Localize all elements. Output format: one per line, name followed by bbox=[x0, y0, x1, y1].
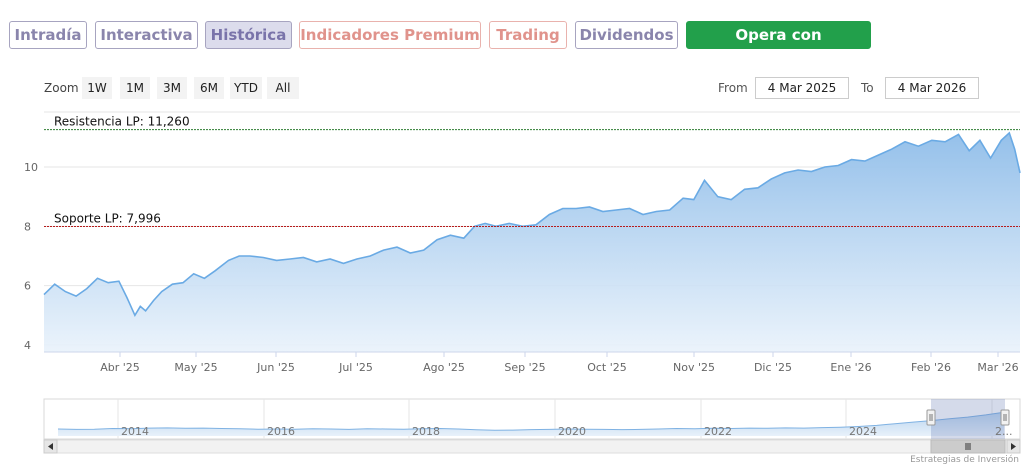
navigator[interactable]: 2014 2016 2018 2020 2022 2024 2... bbox=[43, 398, 1021, 440]
tab-dividendos[interactable]: Dividendos bbox=[575, 21, 678, 49]
navigator-year-label: 2016 bbox=[267, 425, 295, 438]
navigator-line bbox=[57, 411, 1005, 431]
x-tick-label: Dic '25 bbox=[754, 361, 792, 374]
y-tick-label: 4 bbox=[24, 339, 31, 352]
x-axis-ticks: Abr '25 May '25 Jun '25 Jul '25 Ago '25 Sep '… bbox=[100, 352, 1019, 374]
x-tick-label: Jul '25 bbox=[338, 361, 373, 374]
navigator-year-label: 2024 bbox=[849, 425, 877, 438]
zoom-1w-button[interactable]: 1W bbox=[82, 77, 112, 99]
scrollbar[interactable] bbox=[43, 439, 1021, 454]
navigator-year-label: 2022 bbox=[704, 425, 732, 438]
navigator-left-handle[interactable] bbox=[926, 409, 936, 426]
x-tick-label: May '25 bbox=[174, 361, 217, 374]
credit-label: Estrategias de Inversión bbox=[910, 455, 1019, 465]
x-tick-label: Abr '25 bbox=[100, 361, 140, 374]
zoom-all-button[interactable]: All bbox=[267, 77, 299, 99]
tab-intradía[interactable]: Intradía bbox=[9, 21, 87, 49]
scroll-left-arrow-icon bbox=[48, 443, 53, 450]
tab-opera-con-freedom24[interactable]: Opera con Freedom24 bbox=[686, 21, 871, 70]
navigator-right-handle[interactable] bbox=[1000, 409, 1010, 426]
x-tick-label: Ago '25 bbox=[423, 361, 465, 374]
navigator-frame bbox=[43, 398, 1021, 440]
price-line bbox=[43, 131, 1021, 318]
reference-line-label: Resistencia LP: 11,260 bbox=[54, 115, 190, 129]
to-date-input[interactable]: 4 Mar 2026 bbox=[885, 77, 979, 99]
reference-lines: Resistencia LP: 11,260 Soporte LP: 7,996 bbox=[44, 115, 1020, 227]
navigator-year-label: 2018 bbox=[412, 425, 440, 438]
zoom-label: Zoom bbox=[44, 81, 79, 95]
tab-interactiva[interactable]: Interactiva bbox=[95, 21, 198, 49]
zoom-ytd-button[interactable]: YTD bbox=[230, 77, 262, 99]
scroll-right-button[interactable] bbox=[1006, 439, 1021, 454]
x-tick-label: Oct '25 bbox=[587, 361, 627, 374]
zoom-3m-button[interactable]: 3M bbox=[157, 77, 187, 99]
tab-trading[interactable]: Trading bbox=[489, 21, 567, 49]
navigator-grid bbox=[117, 399, 993, 439]
scroll-right-arrow-icon bbox=[1011, 443, 1016, 450]
y-tick-label: 6 bbox=[24, 280, 31, 293]
y-tick-label: 8 bbox=[24, 220, 31, 233]
x-tick-label: Sep '25 bbox=[504, 361, 545, 374]
from-date-input[interactable]: 4 Mar 2025 bbox=[755, 77, 849, 99]
scroll-left-button[interactable] bbox=[43, 439, 58, 454]
navigator-year-label: 2... bbox=[995, 425, 1013, 438]
to-label: To bbox=[861, 81, 874, 95]
y-tick-label: 10 bbox=[24, 161, 38, 174]
from-label: From bbox=[718, 81, 748, 95]
gridlines bbox=[44, 166, 1020, 346]
x-tick-label: Mar '26 bbox=[977, 361, 1018, 374]
tab-indicadores-premium[interactable]: Indicadores Premium bbox=[299, 21, 481, 49]
navigator-area bbox=[58, 412, 1004, 436]
scrollbar-thumb[interactable] bbox=[930, 439, 1006, 454]
x-tick-label: Nov '25 bbox=[673, 361, 715, 374]
x-tick-label: Ene '26 bbox=[830, 361, 871, 374]
scrollbar-track[interactable] bbox=[43, 439, 1021, 454]
zoom-1m-button[interactable]: 1M bbox=[120, 77, 150, 99]
y-axis-ticks: 4 6 8 10 bbox=[24, 161, 38, 352]
x-tick-label: Feb '26 bbox=[911, 361, 951, 374]
price-area bbox=[44, 132, 1020, 352]
navigator-selection[interactable] bbox=[931, 399, 1005, 439]
navigator-year-label: 2014 bbox=[121, 425, 149, 438]
reference-line-label: Soporte LP: 7,996 bbox=[54, 211, 161, 225]
navigator-year-labels: 2014 2016 2018 2020 2022 2024 2... bbox=[121, 425, 1013, 438]
x-tick-label: Jun '25 bbox=[256, 361, 295, 374]
zoom-6m-button[interactable]: 6M bbox=[194, 77, 224, 99]
tab-histórica[interactable]: Histórica bbox=[205, 21, 292, 49]
navigator-year-label: 2020 bbox=[558, 425, 586, 438]
